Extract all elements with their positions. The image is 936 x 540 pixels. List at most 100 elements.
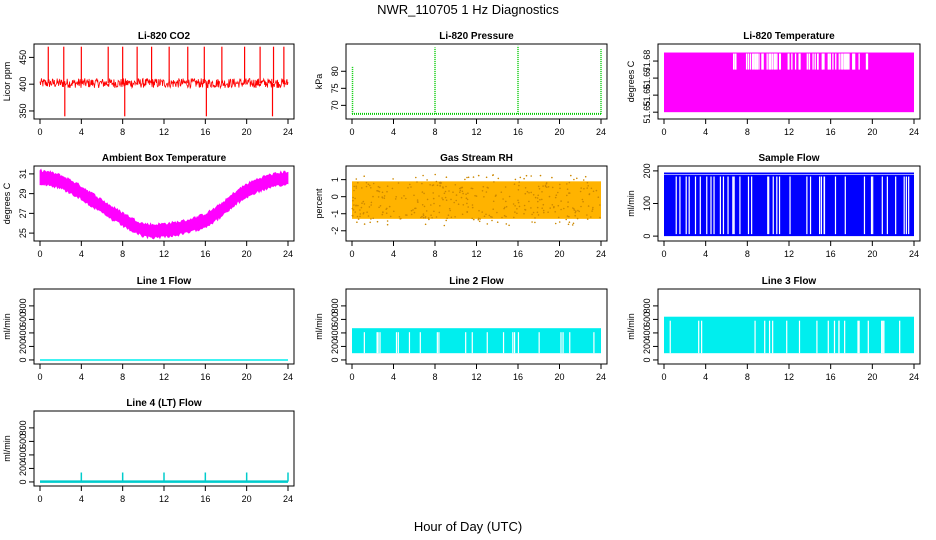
y-tick-label: 450 — [18, 50, 28, 65]
x-tick-label: 4 — [391, 372, 396, 382]
temperature-gap — [865, 53, 868, 70]
rh-point — [429, 184, 431, 186]
rh-point — [516, 212, 518, 215]
rh-point — [517, 201, 520, 204]
rh-point — [412, 209, 414, 211]
rh-outlier — [415, 176, 417, 179]
x-tick-label: 20 — [242, 372, 252, 382]
rh-point — [514, 211, 516, 213]
sample-flow-gap — [733, 176, 735, 235]
line-flow-band — [352, 328, 601, 354]
line-flow-gap — [857, 320, 859, 354]
rh-outlier — [582, 179, 585, 181]
rh-point — [383, 195, 386, 197]
rh-point — [453, 201, 456, 204]
panel-title: Line 3 Flow — [762, 276, 817, 287]
sample-flow-gap — [870, 176, 873, 235]
x-tick-label: 4 — [703, 249, 708, 259]
line-flow-gap — [569, 332, 571, 354]
rh-point — [467, 206, 470, 208]
rh-point — [444, 190, 447, 193]
y-tick-label: 80 — [330, 66, 340, 76]
panel-ylabel: kPa — [314, 74, 324, 90]
rh-outlier — [422, 174, 424, 177]
x-tick-label: 12 — [784, 249, 794, 259]
rh-point — [467, 192, 469, 194]
rh-point — [496, 211, 498, 214]
line-flow-gap — [513, 332, 516, 354]
y-tick-label: 0 — [642, 357, 652, 362]
temperature-gap — [853, 53, 856, 70]
x-tick-label: 12 — [159, 127, 169, 137]
temperature-gap — [806, 53, 808, 70]
x-tick-label: 12 — [471, 249, 481, 259]
rh-point — [381, 213, 384, 216]
rh-point — [560, 200, 562, 202]
y-tick-label: 70 — [330, 100, 340, 110]
rh-point — [477, 217, 480, 220]
panel-0: Li-820 CO2 Licor ppm 0 4 8 12 16 20 24 350 400 450 — [2, 31, 295, 137]
line-flow-gap — [397, 332, 399, 354]
x-tick-label: 0 — [349, 127, 354, 137]
rh-outlier — [467, 176, 470, 179]
x-tick-label: 8 — [745, 249, 750, 259]
temperature-gap — [852, 53, 855, 70]
temperature-gap — [835, 53, 837, 70]
rh-point — [361, 187, 363, 189]
sample-flow-gap — [872, 176, 874, 235]
rh-point — [372, 217, 375, 220]
rh-point — [359, 209, 361, 211]
temperature-gap — [852, 53, 854, 70]
rh-point — [574, 211, 577, 214]
sample-flow-gap — [806, 176, 808, 235]
panel-title: Li-820 Temperature — [743, 31, 835, 42]
rh-outlier — [464, 178, 466, 181]
panel-ylabel: ml/min — [626, 190, 636, 217]
rh-outlier — [568, 221, 571, 223]
x-tick-label: 12 — [159, 372, 169, 382]
sample-flow-gap — [699, 176, 701, 235]
rh-outlier — [534, 221, 536, 224]
x-tick-label: 0 — [661, 249, 666, 259]
rh-outlier — [558, 221, 561, 223]
rh-point — [448, 207, 451, 210]
line-flow-gap — [786, 320, 788, 354]
rh-point — [352, 209, 355, 211]
rh-outlier — [530, 175, 532, 177]
panel-7: Line 2 Flow ml/min 0 4 8 12 16 20 24 0 20040060080… — [314, 276, 608, 382]
rh-point — [370, 204, 373, 206]
rh-point — [502, 198, 504, 200]
rh-point — [409, 183, 411, 186]
rh-point — [372, 182, 375, 185]
rh-point — [590, 216, 592, 218]
rh-point — [450, 198, 452, 201]
rh-point — [421, 215, 423, 218]
rh-outlier — [576, 177, 578, 180]
rh-point — [536, 211, 539, 214]
line-flow-gap — [698, 320, 700, 354]
rh-point — [393, 210, 395, 213]
rh-point — [356, 215, 359, 218]
rh-point — [386, 207, 388, 210]
rh-point — [462, 204, 465, 206]
rh-point — [352, 196, 354, 199]
figure-xlabel: Hour of Day (UTC) — [414, 519, 522, 534]
rh-point — [587, 205, 590, 207]
temperature-gap — [779, 53, 781, 70]
rh-point — [449, 209, 452, 212]
rh-point — [475, 195, 478, 197]
y-tick-label: 200 — [330, 339, 340, 354]
rh-point — [421, 182, 423, 185]
line-flow-gap — [471, 332, 473, 354]
line-flow-gap — [512, 332, 514, 354]
temperature-gap — [828, 53, 830, 70]
rh-point — [586, 181, 589, 184]
rh-point — [433, 202, 435, 205]
line-flow-gap — [538, 332, 540, 354]
y-tick-label: 400 — [330, 325, 340, 340]
line-flow-gap — [701, 320, 703, 354]
rh-point — [470, 187, 473, 190]
panel-1: Li-820 Pressure kPa 0 4 8 12 16 20 24 70 75 80 — [314, 31, 608, 137]
y-tick-label: 400 — [18, 447, 28, 462]
